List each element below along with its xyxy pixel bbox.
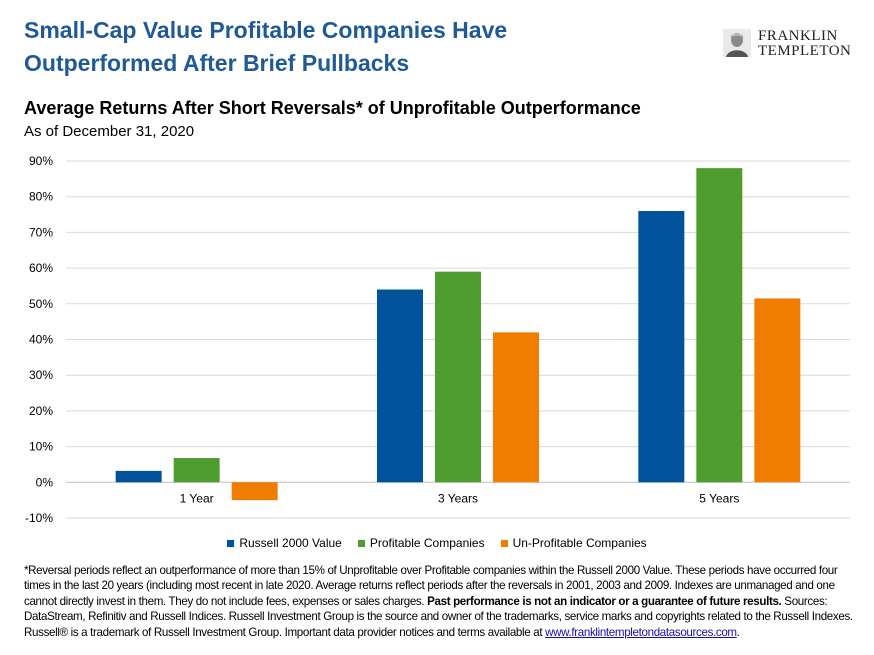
- chart-legend: Russell 2000 Value Profitable Companies Un…: [0, 536, 874, 550]
- y-tick-label: 10%: [29, 440, 53, 454]
- bar: [115, 470, 162, 483]
- headline-line-1: Small-Cap Value Profitable Companies Hav…: [24, 17, 508, 43]
- y-tick-label: 40%: [29, 333, 53, 347]
- legend-label: Un-Profitable Companies: [512, 536, 647, 550]
- legend-label: Profitable Companies: [369, 536, 485, 550]
- x-category-label: 3 Years: [438, 491, 478, 505]
- y-tick-label: 80%: [29, 190, 53, 204]
- x-category-label: 5 Years: [699, 491, 739, 505]
- bar: [173, 458, 220, 483]
- bar: [435, 271, 481, 483]
- logo-wordmark-line-1: FRANKLIN: [758, 28, 838, 44]
- legend-swatch: [500, 539, 508, 547]
- franklin-templeton-logo: FRANKLIN TEMPLETON: [723, 29, 863, 63]
- bar: [696, 168, 743, 483]
- legend-swatch: [357, 539, 365, 547]
- logo-wordmark: FRANKLIN TEMPLETON: [758, 29, 851, 59]
- bar: [377, 289, 423, 483]
- portrait-seal-icon: [723, 29, 751, 57]
- y-tick-label: 70%: [29, 225, 53, 239]
- legend-item: Profitable Companies: [357, 536, 485, 550]
- headline-line-2: Outperformed After Brief Pullbacks: [24, 50, 410, 76]
- bar: [754, 298, 801, 483]
- footnote-end: .: [736, 625, 740, 639]
- y-tick-label: 20%: [29, 404, 53, 418]
- chart-subtitle: As of December 31, 2020: [24, 123, 195, 140]
- bar: [493, 332, 539, 483]
- y-tick-label: 50%: [29, 297, 53, 311]
- legend-item: Russell 2000 Value: [227, 536, 342, 550]
- y-tick-label: -10%: [25, 511, 53, 525]
- bar: [231, 482, 278, 501]
- bar: [638, 210, 685, 483]
- legend-swatch: [227, 539, 235, 547]
- legend-item: Un-Profitable Companies: [500, 536, 647, 550]
- footnote: *Reversal periods reflect an outperforma…: [24, 563, 864, 640]
- bar-chart: 90% 80% 70% 60% 50% 40% 30% 20% 10% 0% -10% 1 Year 3…: [25, 154, 850, 525]
- chart-title: Average Returns After Short Reversals* o…: [24, 98, 641, 118]
- y-tick-label: 90%: [29, 154, 53, 168]
- legend-label: Russell 2000 Value: [239, 536, 342, 550]
- footnote-disclaimer: Past performance is not an indicator or …: [427, 594, 782, 608]
- logo-wordmark-line-2: TEMPLETON: [758, 43, 852, 59]
- footnote-text: *Reversal periods reflect an outperforma…: [24, 564, 838, 608]
- y-tick-label: 30%: [29, 368, 53, 382]
- y-tick-label: 60%: [29, 261, 53, 275]
- y-tick-label: 0%: [36, 475, 54, 489]
- data-sources-link[interactable]: www.franklintempletondatasources.com: [545, 625, 737, 639]
- x-category-label: 1 Year: [180, 491, 214, 505]
- page-headline: Small-Cap Value Profitable Companies Hav…: [24, 14, 664, 80]
- footnote-sources: Sources: DataStream, Refinitiv and Russe…: [24, 594, 853, 639]
